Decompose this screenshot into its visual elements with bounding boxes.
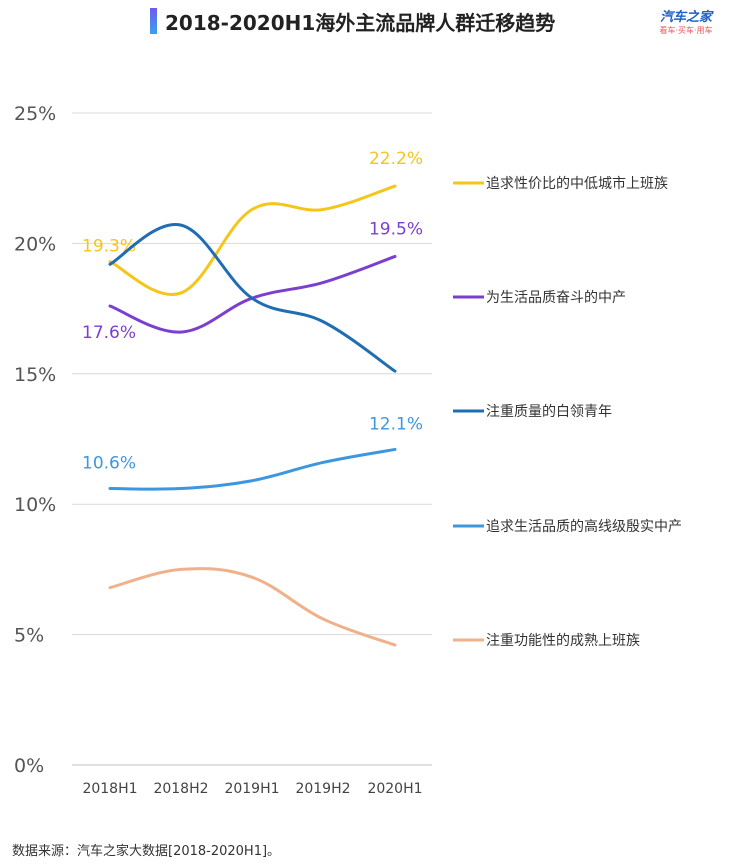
y-tick-label: 15% — [14, 364, 56, 386]
y-tick-label: 25% — [14, 103, 56, 125]
series-line — [108, 184, 397, 297]
title-accent-bar — [150, 8, 157, 34]
data-label: 19.3% — [82, 237, 136, 257]
legend-label: 注重功能性的成熟上班族 — [486, 633, 640, 649]
y-tick-label: 20% — [14, 233, 56, 255]
x-tick-label: 2019H2 — [295, 781, 350, 797]
data-label: 22.2% — [369, 149, 423, 169]
brand-logo-text: 汽车之家 — [659, 10, 712, 25]
x-tick-label: 2020H1 — [367, 781, 422, 797]
data-label: 10.6% — [82, 454, 136, 474]
data-source-note: 数据来源：汽车之家大数据[2018-2020H1]。 — [12, 844, 281, 859]
x-tick-label: 2018H2 — [153, 781, 208, 797]
legend-label: 追求生活品质的高线级殷实中产 — [486, 518, 682, 535]
series-line — [108, 223, 397, 373]
chart-title-bar: 2018-2020H1海外主流品牌人群迁移趋势 — [150, 8, 556, 35]
data-label: 12.1% — [369, 414, 423, 434]
legend-label: 追求性价比的中低城市上班族 — [486, 175, 668, 192]
y-tick-label: 5% — [14, 625, 44, 647]
series-line — [108, 567, 397, 647]
data-label: 19.5% — [369, 219, 423, 239]
brand-logo: 汽车之家 看车·买车·用车 — [646, 10, 726, 36]
data-label: 17.6% — [82, 323, 136, 343]
brand-logo-slogan: 看车·买车·用车 — [659, 26, 713, 35]
x-tick-label: 2018H1 — [82, 781, 137, 797]
legend-label: 注重质量的白领青年 — [486, 404, 612, 420]
series-line — [108, 254, 397, 334]
y-tick-label: 10% — [14, 494, 56, 516]
series-line — [108, 447, 397, 491]
y-tick-label: 0% — [14, 755, 44, 777]
legend-label: 为生活品质奋斗的中产 — [486, 290, 626, 306]
x-tick-label: 2019H1 — [224, 781, 279, 797]
chart-title: 2018-2020H1海外主流品牌人群迁移趋势 — [165, 10, 556, 35]
